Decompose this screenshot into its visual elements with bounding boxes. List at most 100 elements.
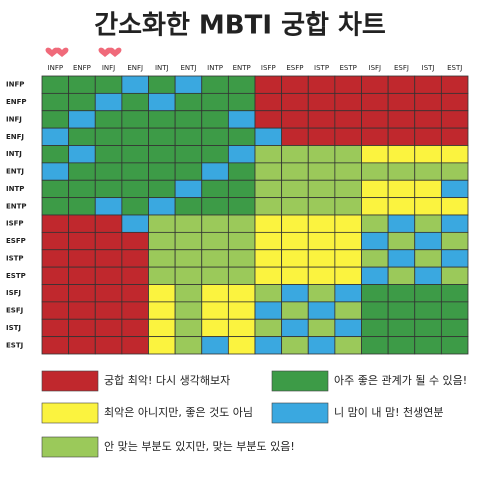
cell bbox=[94, 127, 123, 146]
cell bbox=[254, 110, 283, 129]
cell bbox=[148, 284, 176, 303]
cell bbox=[281, 197, 309, 216]
cell bbox=[227, 162, 256, 181]
heart bbox=[45, 47, 59, 57]
cell bbox=[201, 301, 229, 320]
cell bbox=[201, 214, 229, 233]
heart bbox=[55, 47, 69, 57]
row-label: ISTP bbox=[6, 254, 24, 262]
cell bbox=[254, 301, 283, 320]
cell bbox=[148, 179, 176, 199]
cell bbox=[121, 301, 149, 320]
cell bbox=[414, 145, 442, 164]
cell bbox=[174, 214, 203, 233]
cell bbox=[387, 214, 416, 233]
cell bbox=[307, 284, 336, 303]
cell bbox=[387, 92, 416, 112]
cell bbox=[440, 249, 469, 268]
cell bbox=[227, 197, 256, 216]
row-label: ENTJ bbox=[6, 168, 24, 176]
cell bbox=[334, 92, 362, 112]
cell bbox=[174, 75, 203, 94]
cell bbox=[281, 284, 309, 303]
cell bbox=[361, 301, 389, 320]
cell bbox=[361, 214, 389, 233]
column-label: ISFP bbox=[261, 64, 276, 72]
cell bbox=[227, 92, 256, 112]
cell bbox=[254, 284, 283, 303]
cell bbox=[41, 301, 70, 320]
cell bbox=[94, 179, 123, 199]
cell bbox=[148, 127, 176, 146]
cell bbox=[334, 249, 362, 268]
cell bbox=[387, 179, 416, 199]
cell bbox=[174, 284, 203, 303]
cell bbox=[227, 110, 256, 129]
cell bbox=[281, 92, 309, 112]
cell bbox=[201, 162, 229, 181]
cell bbox=[174, 92, 203, 112]
cell bbox=[387, 266, 416, 285]
cell bbox=[201, 145, 229, 164]
cell bbox=[254, 75, 283, 94]
cell bbox=[41, 75, 70, 94]
cell bbox=[440, 336, 469, 355]
cell bbox=[440, 145, 469, 164]
cell bbox=[387, 249, 416, 268]
cell bbox=[174, 231, 203, 251]
cell bbox=[201, 336, 229, 355]
cell bbox=[174, 266, 203, 285]
cell bbox=[361, 197, 389, 216]
cell bbox=[41, 127, 70, 146]
row-label: INFJ bbox=[6, 115, 22, 123]
cell bbox=[387, 284, 416, 303]
cell bbox=[281, 162, 309, 181]
cell bbox=[254, 145, 283, 164]
cell bbox=[227, 249, 256, 268]
cell bbox=[361, 110, 389, 129]
cell bbox=[227, 214, 256, 233]
column-label: ESTJ bbox=[447, 64, 462, 72]
cell bbox=[121, 318, 149, 338]
cell bbox=[307, 127, 336, 146]
cell bbox=[94, 249, 123, 268]
legend-swatch bbox=[271, 370, 329, 392]
row-label: ESTJ bbox=[6, 341, 23, 349]
cell bbox=[201, 127, 229, 146]
cell bbox=[68, 92, 96, 112]
cell bbox=[68, 231, 96, 251]
cell bbox=[201, 284, 229, 303]
cell bbox=[334, 336, 362, 355]
cell bbox=[281, 336, 309, 355]
cell bbox=[281, 249, 309, 268]
cell bbox=[387, 336, 416, 355]
cell bbox=[68, 214, 96, 233]
cell bbox=[281, 127, 309, 146]
cell bbox=[387, 318, 416, 338]
cell bbox=[361, 266, 389, 285]
column-label: INFP bbox=[48, 64, 64, 72]
cell bbox=[174, 162, 203, 181]
cell bbox=[440, 301, 469, 320]
cell bbox=[201, 179, 229, 199]
cell bbox=[41, 162, 70, 181]
cell bbox=[174, 318, 203, 338]
cell bbox=[307, 179, 336, 199]
cell bbox=[307, 110, 336, 129]
cell bbox=[334, 75, 362, 94]
cell bbox=[227, 318, 256, 338]
cell bbox=[361, 179, 389, 199]
cell bbox=[41, 92, 70, 112]
column-label: ENTP bbox=[233, 64, 251, 72]
cell bbox=[41, 231, 70, 251]
cell bbox=[281, 145, 309, 164]
cell bbox=[414, 231, 442, 251]
cell bbox=[68, 284, 96, 303]
column-label: INTJ bbox=[155, 64, 169, 72]
row-label: ENFP bbox=[6, 98, 27, 106]
cell bbox=[41, 336, 70, 355]
cell bbox=[148, 336, 176, 355]
cell bbox=[361, 92, 389, 112]
row-label: ISFP bbox=[6, 220, 24, 228]
cell bbox=[174, 179, 203, 199]
